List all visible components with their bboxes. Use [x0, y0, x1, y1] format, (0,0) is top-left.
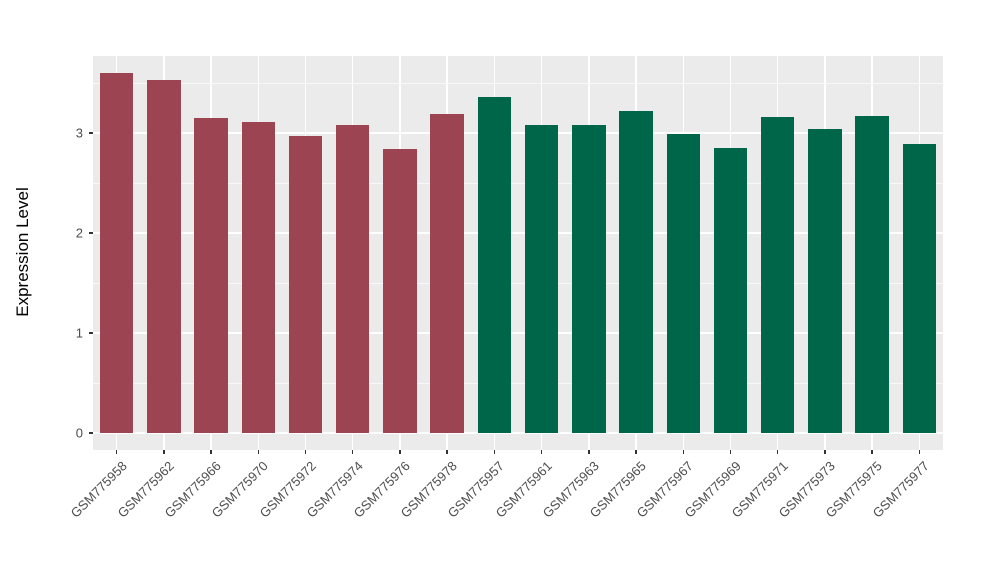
- bar-GSM775973: [808, 129, 842, 433]
- x-axis-tick: [729, 450, 732, 454]
- y-axis-title: Expression Level: [13, 187, 32, 317]
- x-axis-tick: [163, 450, 165, 454]
- bar-GSM775967: [666, 134, 701, 433]
- h-gridline-major: [93, 432, 943, 434]
- x-axis-tick: [493, 450, 496, 454]
- bar-GSM775969: [713, 148, 748, 433]
- bar-GSM775975: [855, 116, 889, 433]
- bar-GSM775977: [902, 144, 937, 433]
- h-gridline-minor: [93, 183, 943, 184]
- bar-GSM775957: [477, 97, 512, 433]
- x-axis-tick: [918, 450, 921, 454]
- x-axis-tick: [210, 450, 212, 454]
- bar-GSM775972: [288, 136, 323, 433]
- bar-GSM775958: [99, 73, 134, 433]
- x-axis-tick: [682, 450, 685, 454]
- x-axis-tick: [588, 450, 590, 454]
- h-gridline-minor: [93, 83, 943, 84]
- y-tick-label: 3: [75, 125, 83, 141]
- y-tick-label: 1: [75, 325, 83, 341]
- y-axis-tick: [89, 432, 93, 434]
- x-axis-tick: [304, 450, 307, 454]
- bar-GSM775976: [383, 149, 417, 433]
- x-axis-tick: [635, 450, 637, 454]
- bar-GSM775965: [619, 111, 653, 433]
- y-axis-tick: [89, 132, 93, 134]
- h-gridline-major: [93, 232, 943, 234]
- y-tick-label: 2: [75, 225, 83, 241]
- bar-GSM775966: [194, 118, 228, 433]
- x-axis-tick: [824, 450, 826, 454]
- h-gridline-minor: [93, 383, 943, 384]
- x-axis-tick: [446, 450, 448, 454]
- bar-GSM775974: [335, 125, 370, 433]
- bar-GSM775962: [147, 80, 181, 433]
- y-tick-label: 0: [75, 425, 83, 441]
- x-axis-tick: [871, 450, 873, 454]
- bar-GSM775970: [241, 122, 276, 433]
- plot-panel: [93, 56, 943, 450]
- x-axis-tick: [115, 450, 118, 454]
- bar-GSM775978: [430, 114, 464, 433]
- h-gridline-major: [93, 332, 943, 334]
- h-gridline-minor: [93, 283, 943, 284]
- x-axis-tick: [351, 450, 354, 454]
- x-axis-tick: [540, 450, 543, 454]
- x-axis-tick: [399, 450, 401, 454]
- bar-GSM775971: [760, 117, 795, 433]
- x-axis-tick: [257, 450, 260, 454]
- x-axis-tick: [776, 450, 779, 454]
- y-axis-tick: [89, 232, 93, 234]
- h-gridline-major: [93, 132, 943, 134]
- bar-GSM775963: [572, 125, 606, 433]
- bar-GSM775961: [524, 125, 559, 433]
- y-axis-tick: [89, 332, 93, 334]
